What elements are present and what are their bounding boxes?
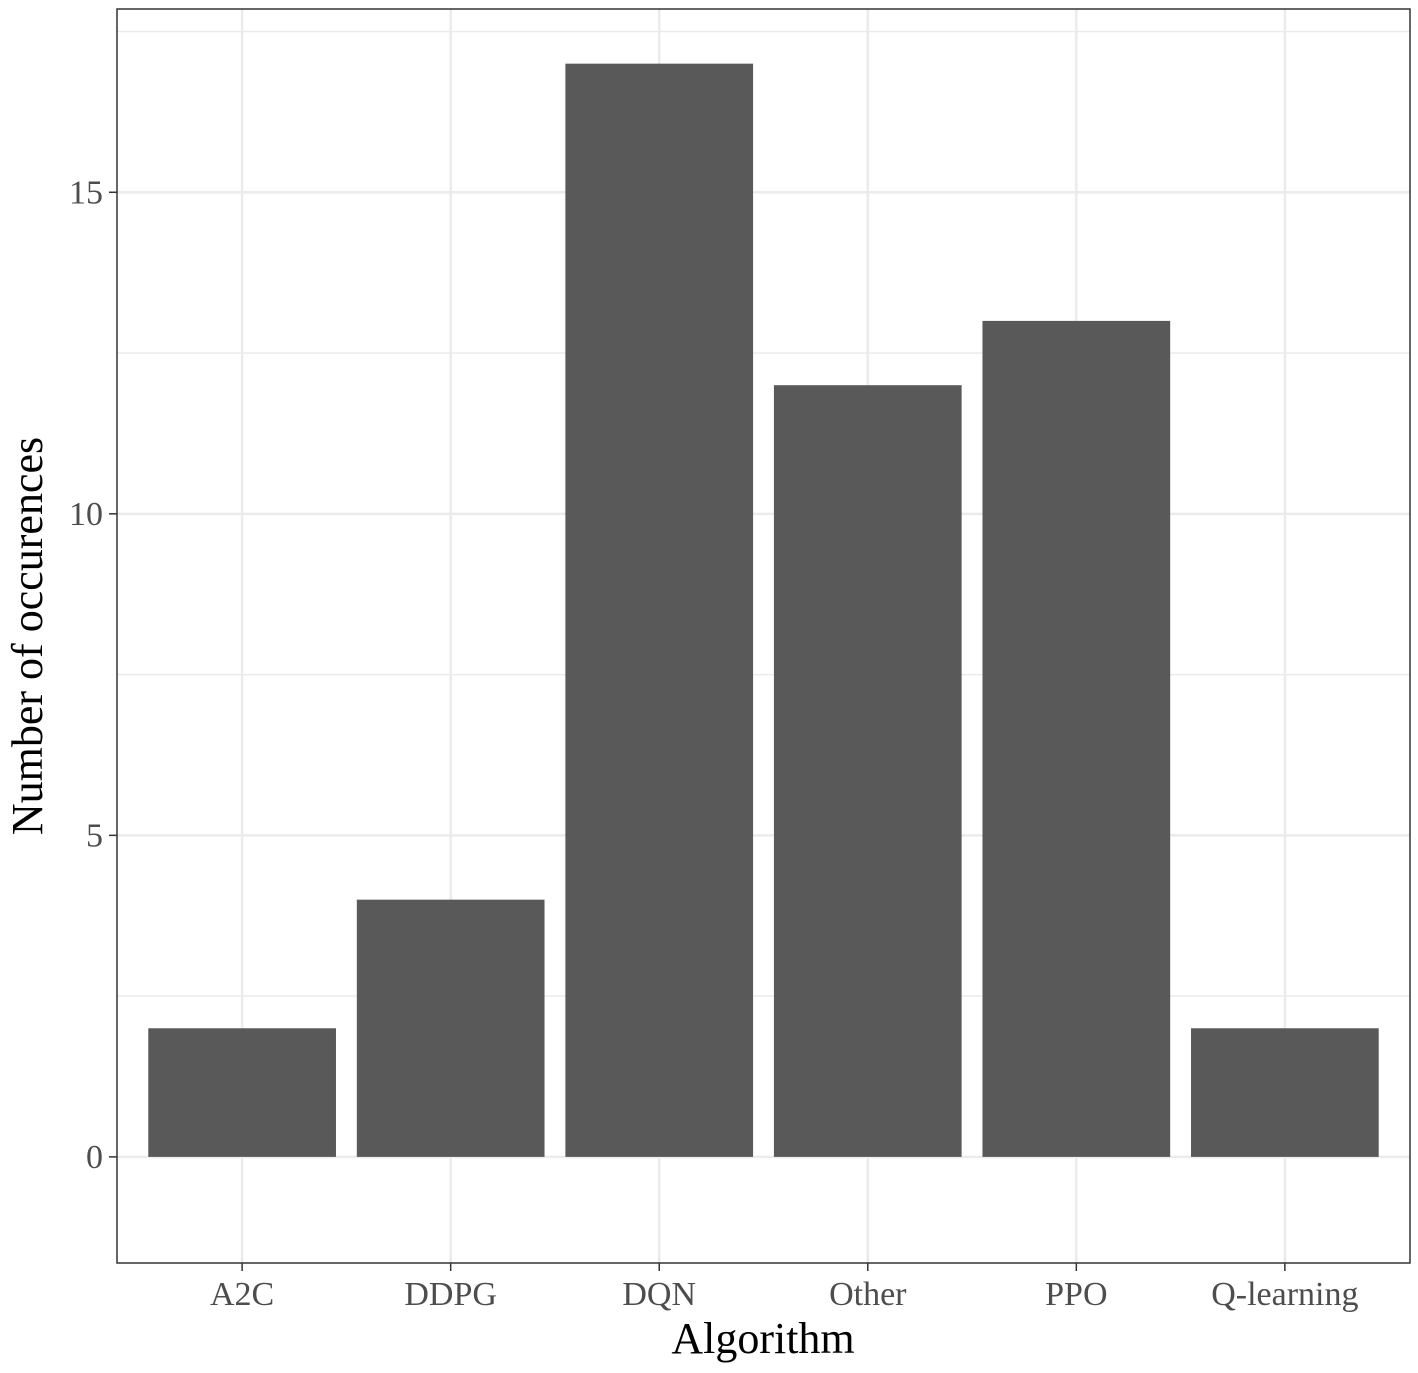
- y-axis-ticks: 0 5 10 15: [69, 174, 117, 1176]
- x-tick-label: DDPG: [404, 1276, 497, 1313]
- x-tick-label: Q-learning: [1211, 1276, 1358, 1313]
- bar-ddpg: [356, 899, 545, 1157]
- x-axis-ticks: A2C DDPG DQN Other PPO Q-learning: [210, 1263, 1359, 1313]
- x-tick-label: Other: [829, 1276, 907, 1313]
- bar-ppo: [982, 320, 1171, 1157]
- x-tick-label: PPO: [1045, 1276, 1107, 1313]
- x-tick-label: A2C: [210, 1276, 274, 1313]
- bar-q-learning: [1191, 1028, 1379, 1157]
- bar-other: [773, 385, 962, 1157]
- y-tick-label: 5: [86, 817, 103, 854]
- bar-a2c: [148, 1028, 336, 1157]
- y-axis-title: Number of occurences: [3, 437, 52, 835]
- y-tick-label: 15: [69, 174, 103, 211]
- bar-dqn: [565, 63, 754, 1157]
- panel-border: [116, 8, 1411, 1264]
- y-tick-label: 10: [69, 496, 103, 533]
- bars: [148, 63, 1379, 1157]
- y-tick-label: 0: [86, 1139, 103, 1176]
- x-tick-label: DQN: [622, 1276, 696, 1313]
- x-axis-title: Algorithm: [671, 1314, 854, 1363]
